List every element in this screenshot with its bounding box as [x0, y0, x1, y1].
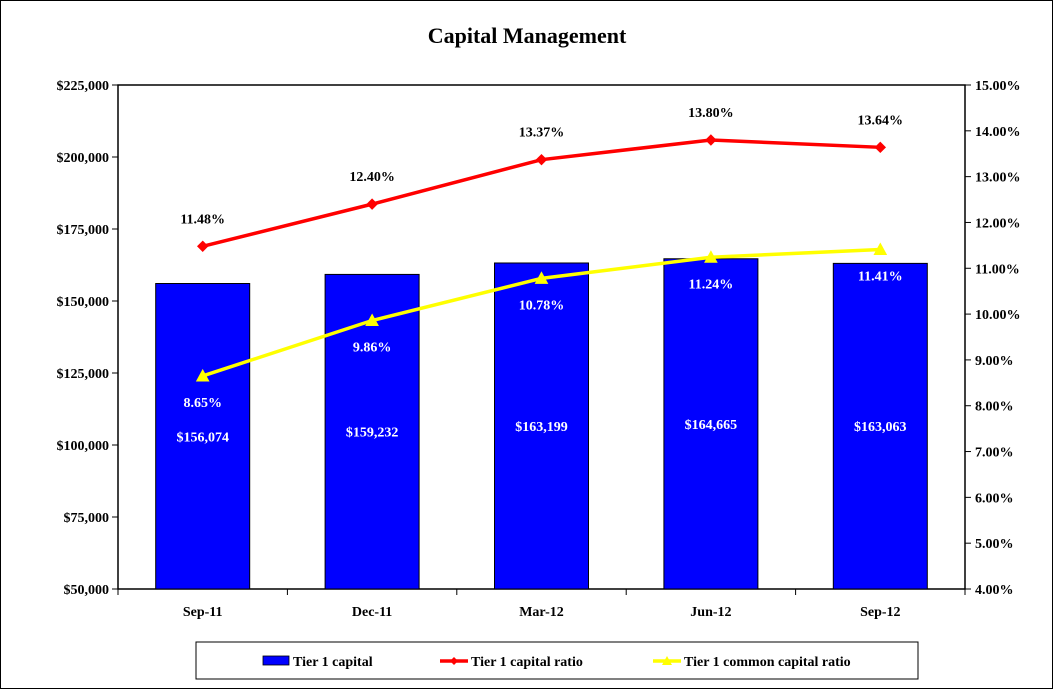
y-right-tick-label: 6.00% — [975, 491, 1014, 506]
bar-value-label: $159,232 — [346, 426, 399, 441]
tier1-common-capital-ratio-marker — [365, 313, 379, 327]
tier1-capital-ratio-label: 12.40% — [349, 170, 395, 185]
tier1-common-capital-ratio-label: 8.65% — [183, 396, 222, 411]
tier1-common-capital-ratio-marker — [195, 368, 210, 382]
x-tick-label: Jun-12 — [690, 605, 731, 620]
y-left-tick-label: $175,000 — [57, 223, 110, 238]
x-tick-label: Mar-12 — [519, 605, 564, 620]
legend-swatch-tier1-capital — [262, 655, 290, 666]
y-right-tick-label: 9.00% — [975, 354, 1014, 369]
legend-label-tier1-capital: Tier 1 capital — [293, 655, 373, 670]
tier1-capital-ratio-marker — [196, 240, 209, 252]
tier1-common-capital-ratio-marker — [704, 250, 718, 263]
y-right-tick-label: 14.00% — [975, 125, 1021, 140]
tier1-capital-ratio-label: 13.80% — [688, 106, 734, 121]
bar-tier1-capital — [494, 262, 589, 590]
x-tick-label: Sep-11 — [183, 605, 223, 620]
tier1-common-capital-ratio-label: 11.41% — [858, 269, 903, 284]
legend-label-tier1-common-capital-ratio: Tier 1 common capital ratio — [684, 655, 851, 670]
bar-tier1-capital — [155, 283, 251, 590]
y-right-tick-label: 8.00% — [975, 400, 1014, 415]
chart-title: Capital Management — [428, 23, 627, 48]
y-left-tick-label: $125,000 — [57, 367, 110, 382]
bar-value-label: $163,199 — [515, 420, 568, 435]
y-right-tick-label: 4.00% — [975, 583, 1014, 598]
y-right-tick-label: 10.00% — [975, 308, 1021, 323]
y-right-tick-label: 15.00% — [975, 79, 1021, 94]
tier1-common-capital-ratio-label: 11.24% — [689, 277, 734, 292]
y-right-tick-label: 7.00% — [975, 446, 1014, 461]
legend-box — [195, 641, 919, 680]
x-tick-label: Dec-11 — [352, 605, 392, 620]
tier1-capital-ratio-label: 11.48% — [180, 212, 225, 227]
bar-value-label: $163,063 — [854, 420, 907, 435]
legend-marker-tier1-common-capital-ratio — [662, 656, 672, 665]
tier1-capital-ratio-marker — [874, 141, 887, 154]
x-tick-label: Sep-12 — [860, 605, 900, 620]
legend: Tier 1 capital Tier 1 capital ratio Tier 1… — [195, 641, 919, 680]
legend-label-tier1-capital-ratio: Tier 1 capital ratio — [471, 655, 583, 670]
tier1-common-capital-ratio-label: 10.78% — [519, 298, 565, 313]
y-right-tick-label: 12.00% — [975, 216, 1021, 231]
tier1-capital-ratio-marker — [535, 153, 548, 166]
y-left-tick-label: $75,000 — [64, 511, 110, 526]
bar-tier1-capital — [832, 262, 928, 590]
bar-tier1-capital — [324, 273, 420, 590]
y-left-tick-label: $150,000 — [57, 295, 110, 310]
y-left-tick-label: $50,000 — [64, 583, 110, 598]
tier1-common-capital-ratio-label: 9.86% — [353, 341, 392, 356]
tier1-capital-ratio-marker — [705, 134, 717, 146]
tier1-common-capital-ratio-marker — [534, 271, 549, 284]
tier1-capital-ratio-marker — [366, 198, 378, 210]
y-left-tick-label: $225,000 — [57, 79, 110, 94]
tier1-common-capital-ratio-marker — [873, 242, 888, 255]
bar-value-label: $156,074 — [176, 430, 229, 445]
y-left-tick-label: $200,000 — [57, 151, 110, 166]
tier1-capital-ratio-label: 13.64% — [858, 113, 904, 128]
y-right-tick-label: 13.00% — [975, 171, 1021, 186]
legend-marker-tier1-capital-ratio — [450, 657, 458, 665]
y-right-tick-label: 11.00% — [975, 262, 1020, 277]
y-left-tick-label: $100,000 — [57, 439, 110, 454]
bar-tier1-capital — [663, 258, 759, 590]
tier1-capital-ratio-label: 13.37% — [519, 126, 565, 141]
y-right-tick-label: 5.00% — [975, 537, 1014, 552]
bar-value-label: $164,665 — [685, 418, 738, 433]
